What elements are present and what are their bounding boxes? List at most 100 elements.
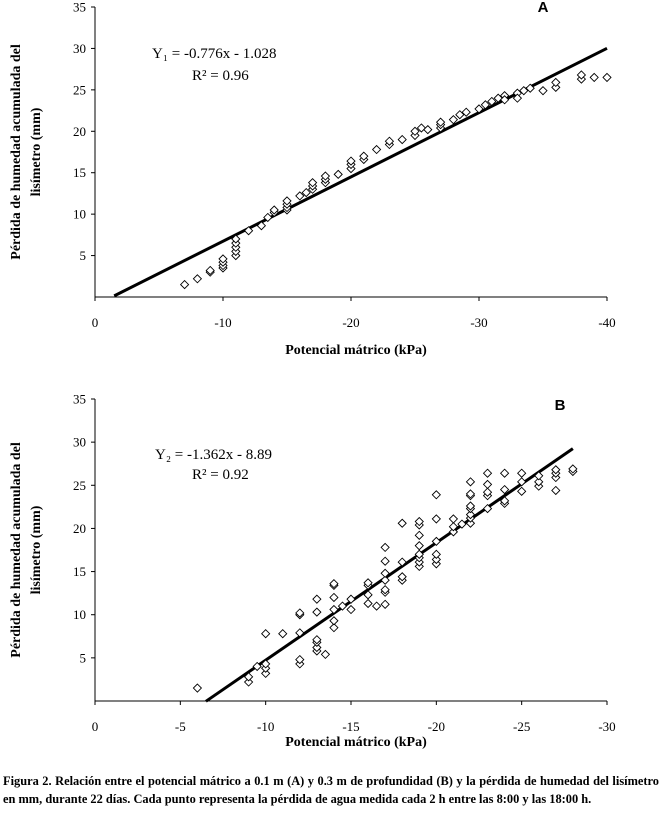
chart-b-data-point — [551, 485, 561, 496]
chart-a-data-point — [397, 134, 407, 145]
chart-b-ytick-label: 10 — [73, 607, 86, 622]
chart-b-data-point — [414, 549, 424, 559]
chart-a-ytick-label: 30 — [73, 41, 86, 56]
chart-a-data-point — [461, 107, 471, 117]
chart-b-data-point — [312, 642, 322, 653]
chart-b-data-point — [320, 649, 331, 660]
chart-b-data-point — [465, 501, 476, 511]
chart-b-data-point — [551, 465, 561, 475]
chart-b-data-point — [252, 661, 262, 672]
chart-b-data-point — [517, 468, 527, 478]
chart-b-data-point — [380, 556, 390, 566]
chart-b-data-point — [499, 468, 510, 478]
chart-a-equation: Y₁ = -0.776x - 1.028 — [152, 46, 277, 62]
chart-a-xtick-label: -40 — [598, 315, 615, 330]
chart-a-data-point — [333, 169, 343, 180]
chart-a-r-squared: R² = 0.96 — [192, 68, 249, 84]
chart-b-data-point — [534, 477, 544, 487]
chart-a-regression-line — [113, 46, 608, 298]
chart-b-xtick-label: -10 — [257, 719, 274, 734]
chart-a-data-point — [423, 124, 433, 135]
chart-b-data-point — [517, 486, 527, 496]
chart-a-data-point — [512, 93, 523, 103]
chart-b-xtick-label: 0 — [92, 719, 99, 734]
chart-a-x-axis-label: Potencial mátrico (kPa) — [285, 343, 427, 358]
chart-b-data-point — [261, 668, 271, 679]
chart-a-data-point — [551, 77, 561, 88]
chart-b-data-point — [431, 549, 441, 559]
chart-a-data-point — [480, 100, 491, 110]
chart-b-data-point — [312, 635, 322, 645]
chart-a-ytick-label: 10 — [73, 207, 86, 222]
chart-b-data-point — [329, 623, 339, 633]
chart-b-regression-line — [205, 447, 574, 703]
chart-b-data-point — [346, 594, 356, 604]
chart-b-data-point — [371, 601, 382, 611]
chart-a-ytick-label: 15 — [73, 165, 86, 180]
chart-b-data-point — [499, 496, 510, 506]
chart-a-data-point — [525, 83, 535, 93]
chart-a-data-point — [301, 187, 311, 198]
chart-a-data-point — [307, 178, 318, 188]
chart-b-equation: Y₂ = -1.362x - 8.89 — [155, 447, 272, 463]
chart-b-data-point — [465, 489, 476, 499]
chart-a-data-point — [493, 93, 503, 103]
chart-a-data-point — [499, 95, 510, 105]
chart-b-data-point — [337, 601, 348, 611]
chart-b-data-point — [482, 468, 493, 478]
chart-b-ytick-label: 15 — [73, 564, 86, 579]
chart-b-data-point — [465, 518, 476, 528]
chart-b-data-point — [192, 683, 203, 693]
chart-a-data-point — [269, 205, 279, 215]
chart-b-x-axis-label: Potencial mátrico (kPa) — [285, 735, 427, 750]
chart-b-data-point — [380, 585, 390, 595]
chart-a-data-point — [519, 86, 529, 96]
chart-b-data-point — [295, 654, 305, 665]
chart-b-xtick-label: -20 — [428, 719, 445, 734]
chart-a-y-axis-label-line: lisímetro (mm) — [29, 107, 44, 196]
chart-b-data-point — [448, 522, 459, 532]
chart-a-data-point — [282, 196, 292, 206]
chart-b-data-point — [295, 628, 305, 638]
chart-a-data-point — [435, 117, 446, 127]
chart-a-data-point — [263, 212, 273, 223]
chart-b-data-point — [397, 572, 407, 582]
chart-a-data-point — [384, 136, 395, 146]
chart-b-data-point — [457, 519, 467, 529]
chart-a-xtick-label: -10 — [214, 315, 231, 330]
chart-a-ytick-label: 5 — [80, 248, 87, 263]
chart-b-data-point — [261, 629, 271, 639]
chart-b-data-point — [482, 479, 493, 490]
chart-b-data-point — [431, 536, 441, 547]
chart-b-data-point — [397, 518, 407, 528]
chart-b-data-point — [517, 477, 527, 487]
chart-b-data-point — [414, 541, 424, 551]
chart-a-ytick-label: 20 — [73, 124, 86, 139]
chart-a: 5 10 15 20 25 30 35 0 -10 -20 -30 -40 Potencial mátr… — [9, 0, 616, 358]
chart-b-ytick-label: 5 — [80, 650, 87, 665]
chart-a-data-point — [474, 104, 484, 114]
chart-a-data-point — [243, 226, 254, 236]
chart-a-data-point — [410, 126, 420, 136]
chart-b-xtick-label: -15 — [342, 719, 359, 734]
chart-a-data-point — [359, 151, 369, 161]
chart-b-data-point — [431, 554, 441, 565]
chart-b-data-point — [380, 542, 390, 553]
chart-b-data-point — [380, 599, 390, 609]
chart-b-data-point — [499, 484, 510, 495]
chart-a-data-point — [551, 82, 561, 93]
chart-b-data-point — [414, 530, 424, 540]
chart-b-data-point — [261, 659, 271, 669]
chart-a-data-point — [576, 70, 587, 80]
chart-b-data-point — [312, 607, 322, 617]
chart-b-data-point — [278, 629, 288, 639]
chart-b-data-point — [380, 575, 390, 585]
chart-b-ytick-label: 25 — [73, 478, 86, 493]
chart-b-panel-label: B — [555, 397, 566, 414]
chart-a-data-point — [205, 265, 215, 276]
chart-a-data-point — [416, 123, 427, 133]
chart-a-ytick-label: 35 — [73, 0, 86, 15]
chart-b-data-point — [482, 487, 493, 497]
chart-b-data-point — [414, 516, 424, 527]
chart-a-data-point — [448, 115, 459, 125]
